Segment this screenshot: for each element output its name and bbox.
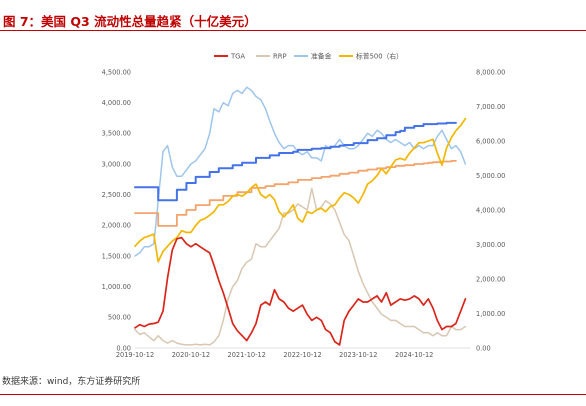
x-tick-label: 2019-10-12	[116, 351, 154, 359]
y-left-tick-label: 0.00	[116, 344, 131, 352]
y-left-tick-label: 1,000.00	[102, 283, 131, 291]
y-left-tick-label: 500.00	[108, 314, 131, 322]
x-tick-label: 2024-10-12	[395, 351, 433, 359]
y-axis-right: 0.00 1,000.00 2,000.00 3,000.00 4,000.00 5,00…	[476, 68, 505, 352]
y-left-tick-label: 2,500.00	[102, 191, 131, 199]
legend-item-rrp: RRP	[256, 52, 287, 60]
sp500-line	[134, 117, 467, 263]
tga-line	[134, 236, 467, 346]
rrp-line	[134, 187, 467, 346]
footer-divider	[0, 394, 586, 395]
legend: TGA RRP 准备金 标普500（右）	[214, 51, 403, 60]
legend-item-sp500: 标普500（右）	[339, 51, 403, 60]
y-left-tick-label: 4,500.00	[102, 68, 131, 76]
y-right-tick-label: 4,000.00	[476, 206, 505, 214]
source-note: 数据来源：wind，东方证券研究所	[2, 377, 141, 387]
legend-label-sp500: 标普500（右）	[356, 51, 403, 60]
y-left-tick-label: 2,000.00	[102, 222, 131, 230]
y-right-tick-label: 8,000.00	[476, 68, 505, 76]
y-right-tick-label: 6,000.00	[476, 137, 505, 145]
y-right-tick-label: 0.00	[476, 344, 491, 352]
figure-title: 图 7：美国 Q3 流动性总量趋紧（十亿美元）	[3, 14, 257, 29]
y-right-tick-label: 7,000.00	[476, 103, 505, 111]
y-right-tick-label: 1,000.00	[476, 310, 505, 318]
legend-item-reserves: 准备金	[294, 51, 332, 60]
legend-item-tga: TGA	[214, 52, 245, 60]
y-axis-left: 0.00 500.00 1,000.00 1,500.00 2,000.00 2,500.…	[102, 68, 131, 352]
legend-label-reserves: 准备金	[311, 51, 332, 60]
title-divider	[0, 30, 586, 31]
y-right-tick-label: 3,000.00	[476, 241, 505, 249]
y-left-tick-label: 3,000.00	[102, 160, 131, 168]
plot-area	[134, 86, 467, 346]
blue-step-line	[134, 121, 457, 202]
y-left-tick-label: 1,500.00	[102, 252, 131, 260]
y-right-tick-label: 2,000.00	[476, 275, 505, 283]
x-axis: 2019-10-12 2020-10-12 2021-10-12 2022-10-12…	[116, 351, 434, 359]
x-tick-label: 2021-10-12	[228, 351, 266, 359]
y-left-tick-label: 3,500.00	[102, 130, 131, 138]
orange-step-line	[134, 160, 457, 227]
y-left-tick-label: 4,000.00	[102, 99, 131, 107]
y-right-tick-label: 5,000.00	[476, 172, 505, 180]
reserves-line	[134, 86, 467, 257]
x-tick-label: 2020-10-12	[172, 351, 210, 359]
legend-label-rrp: RRP	[273, 52, 287, 60]
x-tick-label: 2023-10-12	[339, 351, 377, 359]
x-tick-label: 2022-10-12	[283, 351, 321, 359]
legend-label-tga: TGA	[230, 52, 245, 60]
